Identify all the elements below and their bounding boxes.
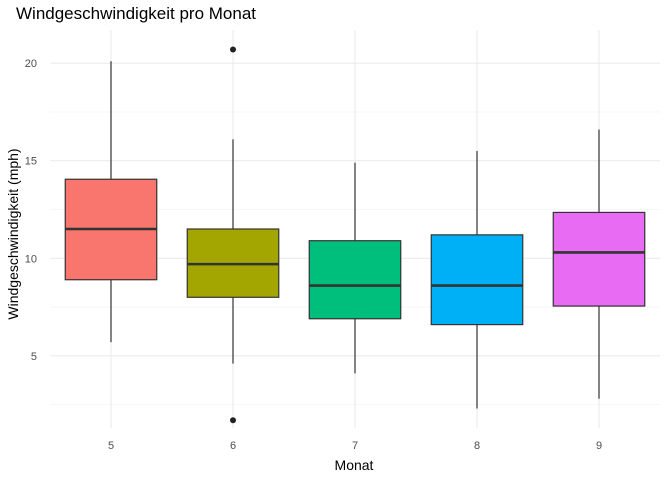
- x-tick-label: 7: [352, 440, 358, 452]
- box-iqr: [308, 240, 402, 320]
- x-axis-ticks: 5 6 7 8 9: [108, 440, 602, 452]
- x-tick-label: 9: [596, 440, 602, 452]
- x-tick-label: 5: [108, 440, 114, 452]
- y-tick-label: 15: [25, 156, 37, 168]
- y-tick-label: 20: [25, 58, 37, 70]
- outlier-point: [230, 46, 236, 53]
- box-layer: [64, 46, 646, 424]
- box-month-9: [552, 129, 646, 399]
- x-tick-label: 6: [230, 440, 236, 452]
- box-iqr: [552, 211, 646, 307]
- box-month-5: [64, 61, 158, 343]
- x-tick-label: 8: [474, 440, 480, 452]
- y-axis-title: Windgeschwindigkeit (mph): [5, 148, 21, 319]
- chart-title: Windgeschwindigkeit pro Monat: [16, 4, 257, 23]
- box-month-6: [186, 46, 280, 424]
- box-month-8: [430, 150, 524, 409]
- y-axis-ticks: 5 10 15 20: [25, 58, 37, 363]
- y-tick-label: 10: [25, 253, 37, 265]
- y-tick-label: 5: [31, 351, 37, 363]
- box-month-7: [308, 162, 402, 374]
- box-iqr: [430, 234, 524, 326]
- outlier-point: [230, 417, 236, 424]
- x-axis-title: Monat: [335, 457, 374, 473]
